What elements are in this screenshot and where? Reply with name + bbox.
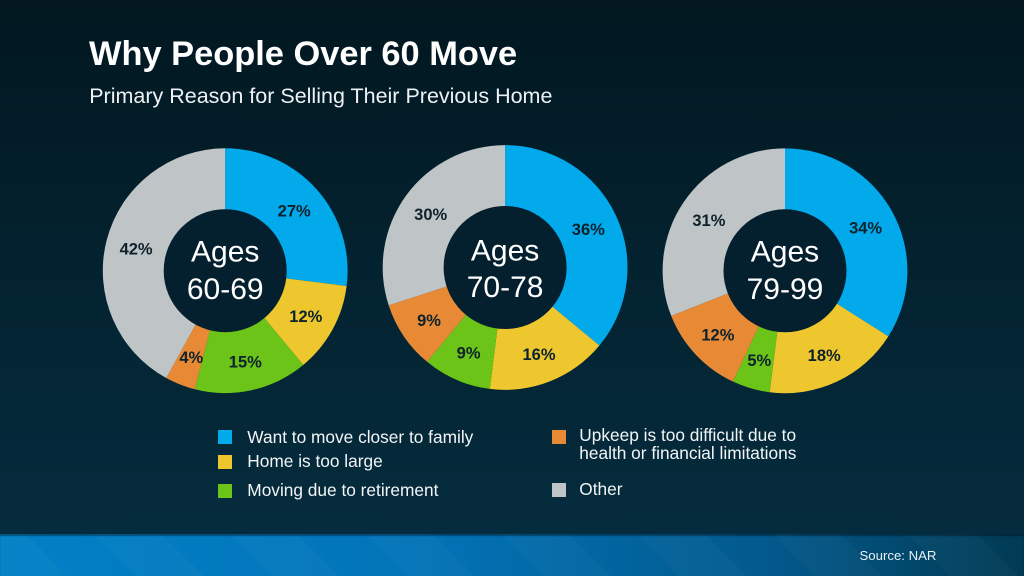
svg-text:60-69: 60-69 <box>187 273 264 306</box>
svg-text:70-78: 70-78 <box>467 271 544 304</box>
svg-text:9%: 9% <box>417 312 441 330</box>
svg-text:36%: 36% <box>572 221 605 239</box>
svg-text:Ages: Ages <box>751 236 819 269</box>
svg-text:34%: 34% <box>849 219 882 237</box>
svg-text:42%: 42% <box>120 241 153 259</box>
svg-text:Ages: Ages <box>191 236 259 269</box>
svg-text:Ages: Ages <box>471 234 539 267</box>
svg-text:27%: 27% <box>278 203 311 221</box>
svg-text:12%: 12% <box>701 327 734 345</box>
svg-text:9%: 9% <box>457 345 481 363</box>
svg-text:18%: 18% <box>808 347 841 365</box>
svg-text:16%: 16% <box>522 346 555 364</box>
svg-text:12%: 12% <box>289 308 322 326</box>
svg-text:30%: 30% <box>414 206 447 224</box>
svg-text:15%: 15% <box>229 353 262 371</box>
svg-text:79-99: 79-99 <box>747 273 824 306</box>
svg-text:5%: 5% <box>747 352 771 370</box>
svg-text:4%: 4% <box>179 349 203 367</box>
svg-text:31%: 31% <box>692 212 725 230</box>
